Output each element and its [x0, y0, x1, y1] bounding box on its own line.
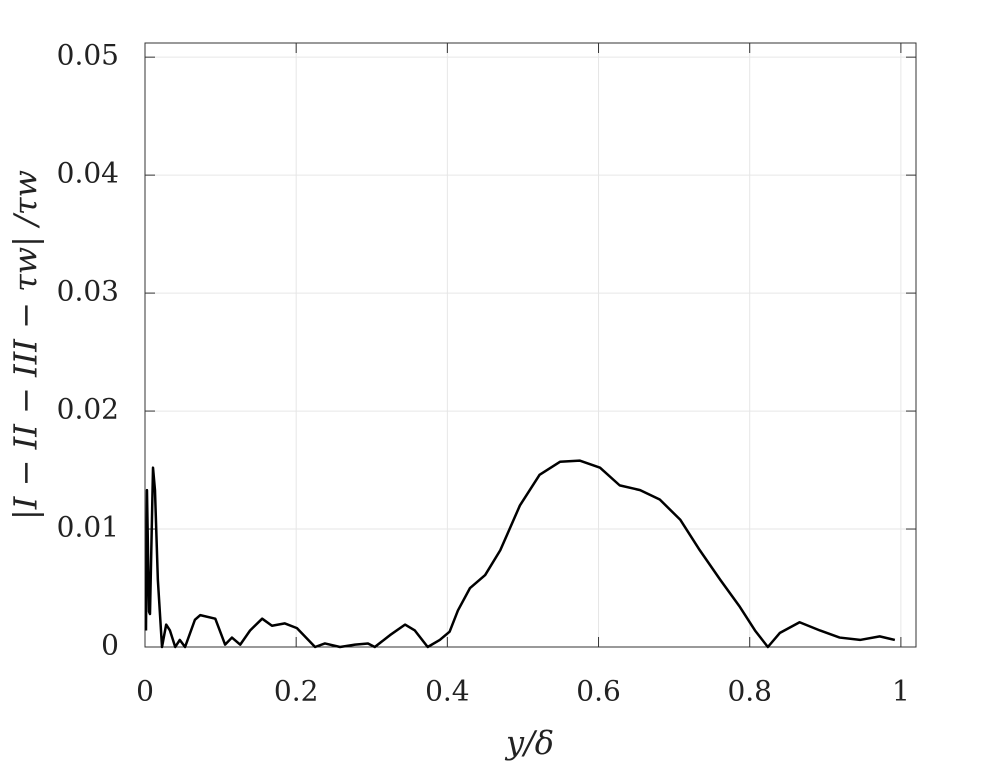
plot-frame	[144, 42, 917, 648]
x-axis-label: y/δ	[504, 724, 554, 762]
y-tick-label: 0.02	[57, 393, 119, 426]
y-axis-label: |I − II − III − τw| /τw	[7, 170, 45, 520]
y-tick-label: 0.04	[57, 157, 119, 190]
data-line	[144, 459, 896, 649]
x-tick-label: 1	[892, 675, 910, 708]
x-tick-label: 0.2	[274, 675, 319, 708]
y-tick-label: 0.05	[57, 39, 119, 72]
x-tick-label: 0.4	[425, 675, 470, 708]
y-tick-label: 0.03	[57, 275, 119, 308]
y-tick-label: 0	[101, 629, 119, 662]
x-tick-label: 0	[136, 675, 154, 708]
x-tick-label: 0.8	[727, 675, 772, 708]
x-tick-label: 0.6	[576, 675, 621, 708]
y-tick-label: 0.01	[57, 511, 119, 544]
